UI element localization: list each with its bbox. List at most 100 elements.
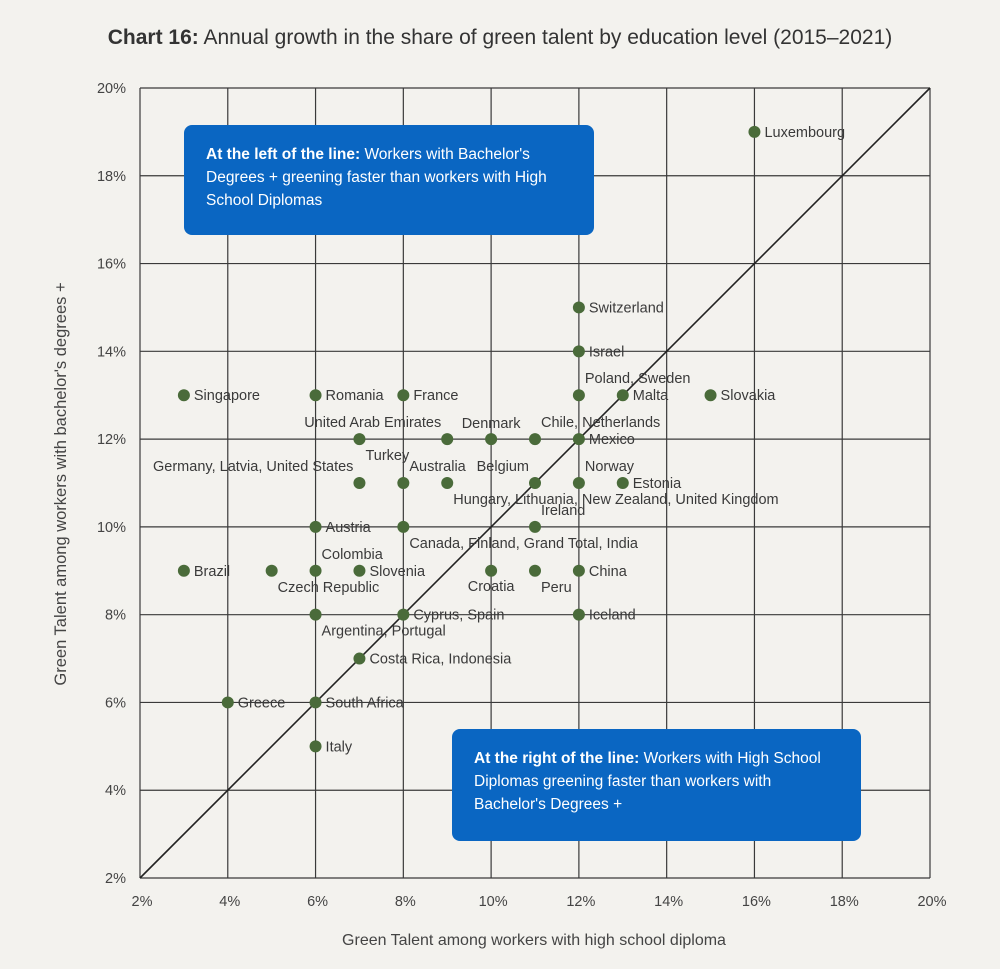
point-label: Germany, Latvia, United States [153,459,353,475]
point-label: Colombia [322,547,384,563]
data-point [529,477,541,489]
data-point [265,564,278,577]
x-tick-label: 10% [479,894,508,910]
point-label: Norway [585,459,635,475]
data-point [572,301,585,314]
data-point [616,389,629,402]
point-label: Costa Rica, Indonesia [369,652,512,668]
data-point [485,564,498,577]
data-point [353,477,366,489]
data-point [353,564,366,577]
point-label: Canada, Finland, Grand Total, India [409,536,639,552]
point-label: Switzerland [589,300,664,316]
data-point [177,389,190,402]
data-points [177,125,761,753]
y-tick-label: 4% [105,783,126,799]
data-point [177,564,190,577]
y-axis-label: Green Talent among workers with bachelor… [52,282,70,685]
data-point [572,477,585,489]
data-point [309,389,322,402]
data-point [221,696,234,709]
point-label: Belgium [477,459,529,475]
point-label: Mexico [589,432,635,448]
y-tick-label: 16% [97,257,126,273]
data-point [616,477,629,489]
data-point [748,125,761,138]
x-tick-label: 18% [830,894,859,910]
point-label: Australia [409,459,466,475]
y-tick-label: 2% [105,871,126,887]
axis-ticks: 2% 4% 6% 8% 10% 12% 14% 16% 18% 20% 2% 4% 6% 8% 10% 12%… [97,81,947,910]
callout-right-of-line: At the right of the line: Workers with H… [452,729,861,841]
x-tick-label: 2% [132,894,153,910]
data-point [572,564,585,577]
y-tick-label: 20% [97,81,126,97]
point-label: France [413,388,458,404]
point-label: China [589,564,628,580]
point-labels: Luxembourg Switzerland Israel Poland, Swede… [153,125,845,755]
x-tick-label: 8% [395,894,416,910]
data-point [441,433,454,446]
point-label: Slovenia [369,564,426,580]
x-axis-label: Green Talent among workers with high sch… [342,932,726,949]
data-point [572,345,585,358]
data-point [572,608,585,621]
point-label: Czech Republic [278,580,380,596]
data-point [309,696,322,709]
point-label: Israel [589,344,624,360]
point-label: Romania [326,388,385,404]
point-label: Poland, Sweden [585,371,691,387]
x-tick-label: 20% [917,894,946,910]
callout-left-of-line: At the left of the line: Workers with Ba… [184,125,594,235]
point-label: Denmark [462,416,522,432]
y-tick-label: 12% [97,432,126,448]
x-tick-label: 14% [654,894,683,910]
point-label: Croatia [468,579,516,595]
point-label: South Africa [326,695,405,711]
data-point [309,740,322,753]
point-label: Ireland [541,503,585,519]
point-label: Singapore [194,388,260,404]
point-label: Peru [541,580,572,596]
point-label: Chile, Netherlands [541,415,660,431]
data-point [309,520,322,533]
data-point [397,520,410,533]
data-point [572,433,585,446]
data-point [704,389,717,402]
y-tick-label: 8% [105,608,126,624]
data-point [529,433,541,446]
data-point [397,477,410,489]
data-point [397,608,410,621]
point-label: Italy [326,739,353,755]
data-point [529,564,541,577]
point-label: Turkey [365,448,410,464]
y-tick-label: 18% [97,169,126,185]
x-tick-label: 12% [566,894,595,910]
data-point [529,520,541,533]
point-label: Argentina, Portugal [322,624,446,640]
point-label: Austria [326,520,372,536]
point-label: Hungary, Lithuania, New Zealand, United … [453,492,778,508]
point-label: United Arab Emirates [304,415,441,431]
data-point [309,608,322,621]
point-label: Iceland [589,608,636,624]
chart-title: Chart 16: Annual growth in the share of … [107,26,893,49]
data-point [485,433,498,446]
y-tick-label: 10% [97,520,126,536]
x-tick-label: 4% [219,894,240,910]
point-label: Brazil [194,564,230,580]
data-point [397,389,410,402]
point-label: Cyprus, Spain [413,608,504,624]
data-point [441,477,454,489]
x-tick-label: 6% [307,894,328,910]
point-label: Greece [238,695,286,711]
point-label: Malta [633,388,669,404]
data-point [353,433,366,446]
data-point [353,652,366,665]
data-point [572,389,585,402]
point-label: Luxembourg [764,125,845,141]
y-tick-label: 14% [97,344,126,360]
x-tick-label: 16% [742,894,771,910]
data-point [309,564,322,577]
